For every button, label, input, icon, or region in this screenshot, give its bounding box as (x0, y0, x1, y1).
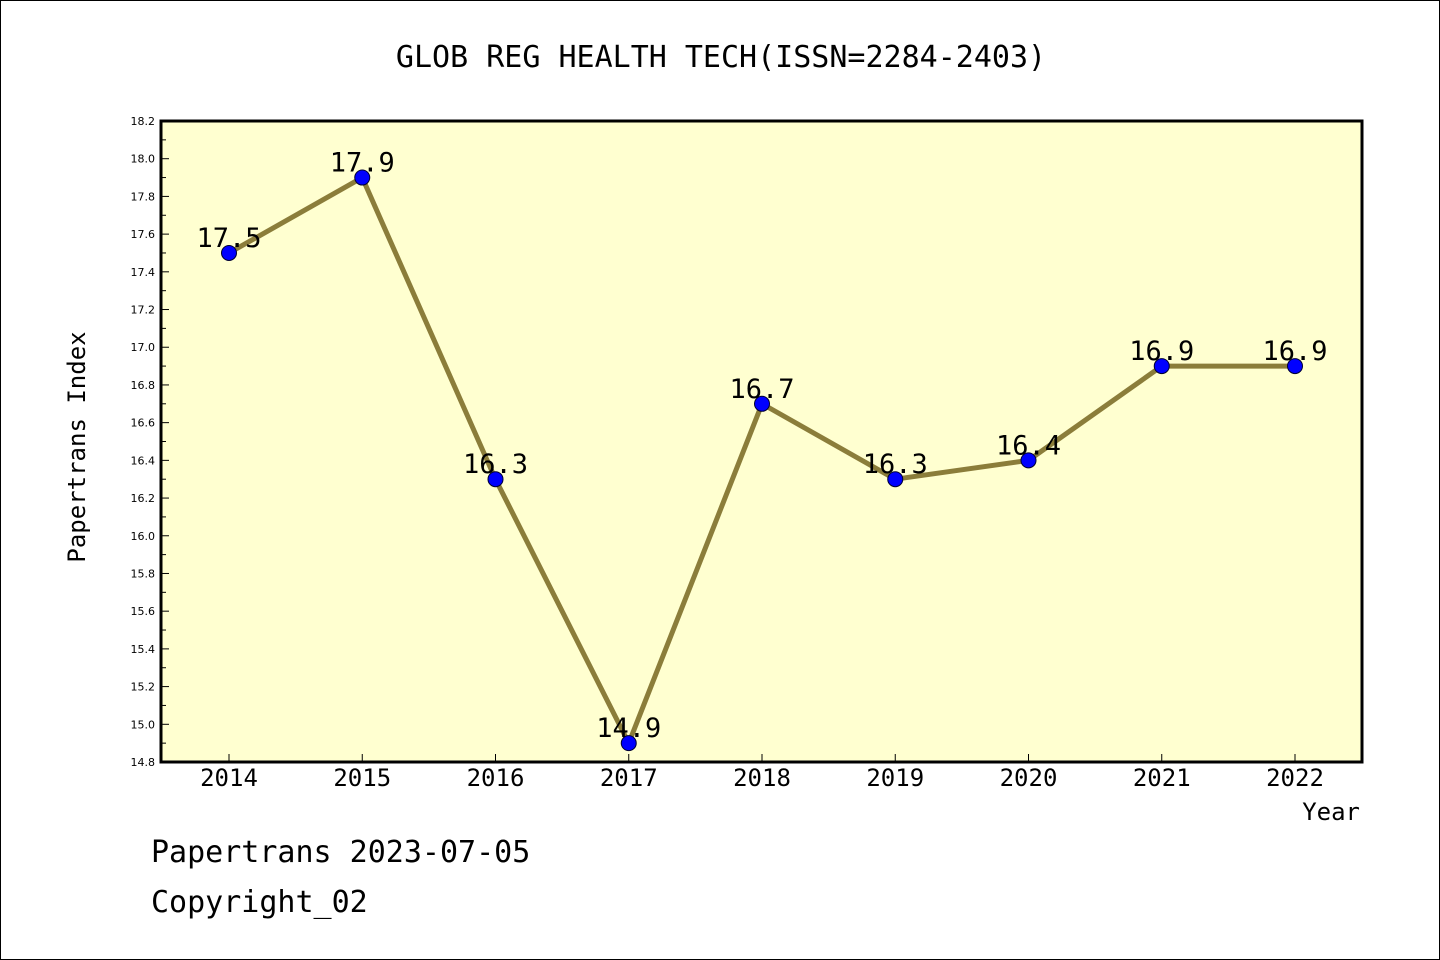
data-label: 16.3 (863, 449, 928, 480)
x-tick-label: 2016 (467, 764, 525, 792)
data-point (1153, 358, 1170, 375)
y-tick-label: 17.6 (131, 228, 156, 241)
x-tick-label: 2018 (733, 764, 791, 792)
x-tick-label: 2019 (866, 764, 924, 792)
data-label: 16.3 (463, 449, 528, 480)
data-point (354, 169, 371, 186)
footer-copyright: Copyright_02 (151, 885, 368, 920)
y-tick-label: 16.6 (131, 417, 156, 430)
y-axis: 14.8 15.0 15.2 15.4 15.6 15.8 16.0 16.2 16.4 16.6… (131, 115, 169, 769)
data-label: 17.9 (330, 148, 395, 179)
x-tick-label: 2021 (1133, 764, 1191, 792)
y-tick-label: 15.2 (131, 681, 156, 694)
data-label-layer: 17.5 17.9 16.3 14.9 16.7 16.3 16.4 16.9 16.9 (196, 148, 1327, 745)
footer-date: Papertrans 2023-07-05 (151, 835, 531, 870)
y-tick-label: 15.8 (131, 567, 156, 580)
y-tick-label: 18.0 (131, 153, 156, 166)
y-tick-label: 17.2 (131, 304, 156, 317)
data-label: 16.9 (1262, 336, 1327, 367)
x-tick-label: 2014 (200, 764, 258, 792)
data-point (487, 471, 504, 488)
x-tick-label: 2015 (333, 764, 391, 792)
data-point (620, 735, 637, 752)
data-label: 16.7 (729, 374, 794, 405)
data-point (221, 244, 237, 261)
y-tick-label: 18.2 (131, 115, 156, 128)
y-tick-label: 16.0 (131, 530, 156, 543)
y-tick-label: 16.8 (131, 379, 156, 392)
y-tick-label: 17.4 (131, 266, 156, 279)
data-label: 16.9 (1129, 336, 1194, 367)
x-axis: 2014 2015 2016 2017 2018 2019 2020 2021 2022 (200, 754, 1324, 792)
y-tick-label: 15.4 (131, 643, 156, 656)
data-label: 17.5 (196, 223, 261, 254)
y-tick-label: 15.6 (131, 605, 156, 618)
plot-area (159, 119, 1364, 764)
x-tick-label: 2017 (600, 764, 658, 792)
data-point (887, 471, 904, 488)
data-point (1020, 452, 1037, 469)
data-label: 14.9 (596, 713, 661, 744)
data-label: 16.4 (996, 430, 1061, 461)
x-axis-label: Year (1302, 798, 1360, 826)
y-tick-label: 14.8 (131, 756, 156, 769)
y-tick-label: 16.2 (131, 492, 156, 505)
y-tick-label: 15.0 (131, 718, 156, 731)
y-tick-label: 17.8 (131, 190, 156, 203)
y-tick-label: 17.0 (131, 341, 156, 354)
y-axis-label: Papertrans Index (63, 331, 91, 562)
y-tick-label: 16.4 (131, 454, 156, 467)
chart-title: GLOB REG HEALTH TECH(ISSN=2284-2403) (396, 40, 1046, 75)
x-tick-label: 2022 (1266, 764, 1324, 792)
data-point (754, 395, 770, 412)
data-point (1287, 358, 1303, 375)
series-layer (221, 169, 1303, 752)
x-tick-label: 2020 (1000, 764, 1058, 792)
